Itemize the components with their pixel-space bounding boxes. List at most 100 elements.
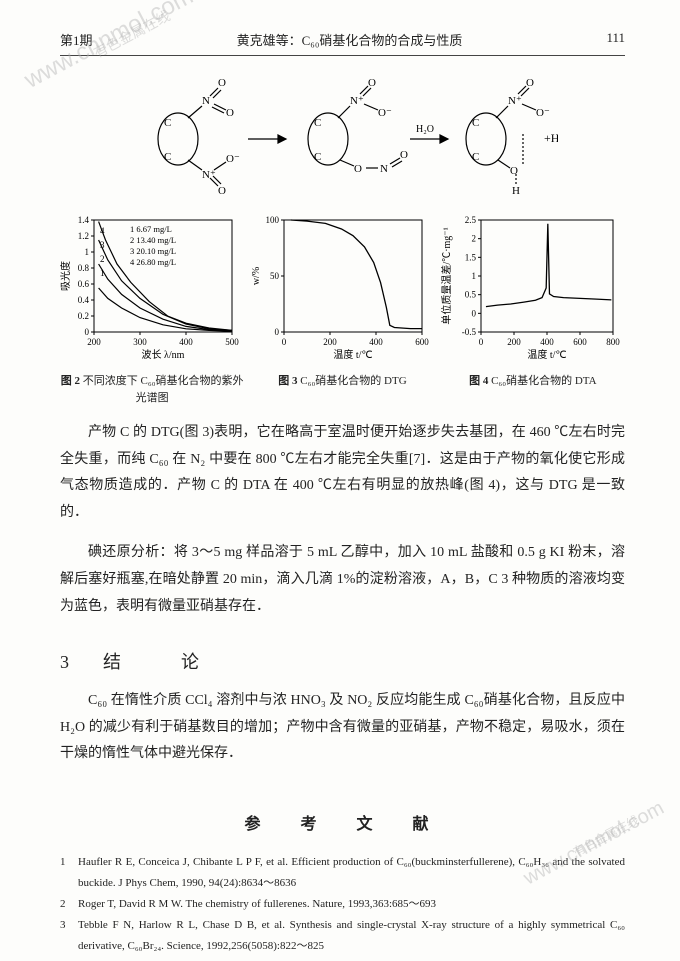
svg-text:H: H [512, 185, 520, 194]
reaction-scheme: C C N O O N⁺ O⁻ O C C [60, 74, 625, 194]
svg-text:O⁻: O⁻ [378, 107, 392, 119]
svg-text:O⁻: O⁻ [536, 107, 550, 119]
svg-text:400: 400 [540, 337, 554, 347]
svg-text:C: C [472, 151, 479, 163]
svg-text:200: 200 [87, 337, 101, 347]
svg-text:C: C [164, 151, 171, 163]
paragraph-conclusion: C₆₀ 在惰性介质 CCl₄ 溶剂中与浓 HNO₃ 及 NO₂ 反应均能生成 C… [60, 688, 625, 768]
svg-text:1.5: 1.5 [464, 252, 476, 262]
svg-text:200: 200 [324, 337, 338, 347]
svg-text:-0.5: -0.5 [461, 327, 476, 337]
svg-text:1 6.67 mg/L: 1 6.67 mg/L [130, 224, 172, 234]
svg-text:4: 4 [100, 226, 105, 236]
reference-item: 2Roger T, David R M W. The chemistry of … [60, 894, 625, 915]
svg-text:N: N [380, 163, 388, 175]
svg-text:400: 400 [370, 337, 384, 347]
svg-text:500: 500 [225, 337, 239, 347]
section-title: 结 论 [103, 652, 207, 672]
reference-number: 1 [60, 852, 78, 894]
svg-text:0.2: 0.2 [78, 311, 89, 321]
svg-text:2.5: 2.5 [464, 215, 476, 225]
svg-text:吸光度: 吸光度 [60, 261, 72, 291]
svg-text:0.5: 0.5 [464, 290, 476, 300]
svg-text:C: C [472, 117, 479, 129]
svg-text:3: 3 [100, 240, 105, 250]
fig3-number: 图 3 [278, 375, 297, 387]
header-title: 黄克雄等：C₆₀硝基化合物的合成与性质 [237, 30, 463, 49]
svg-text:O: O [218, 77, 226, 89]
svg-text:800: 800 [606, 337, 620, 347]
svg-text:N⁺: N⁺ [202, 169, 216, 181]
svg-text:100: 100 [266, 215, 280, 225]
svg-text:50: 50 [270, 271, 280, 281]
svg-text:C: C [314, 117, 321, 129]
svg-text:600: 600 [416, 337, 430, 347]
svg-text:+HNO₂: +HNO₂ [544, 131, 558, 145]
header-issue: 第1期 [60, 30, 93, 49]
svg-text:0: 0 [478, 337, 483, 347]
svg-text:N⁺: N⁺ [350, 95, 364, 107]
figure-3: 0200400600050100温度 t/℃w/% 图 3 C₆₀硝基化合物的 … [250, 212, 434, 406]
svg-text:0: 0 [275, 327, 280, 337]
reference-number: 2 [60, 894, 78, 915]
reference-item: 3Tebble F N, Harlow R L, Chase D B, et a… [60, 915, 625, 957]
fig2-caption: 不同浓度下 C₆₀硝基化合物的紫外光谱图 [83, 375, 244, 404]
paragraph-dtg: 产物 C 的 DTG(图 3)表明，它在略高于室温时便开始逐步失去基团，在 46… [60, 420, 625, 526]
svg-text:2 13.40 mg/L: 2 13.40 mg/L [130, 235, 176, 245]
svg-text:N⁺: N⁺ [508, 95, 522, 107]
svg-text:w/%: w/% [251, 267, 262, 285]
header-page-number: 111 [606, 30, 625, 49]
svg-text:O⁻: O⁻ [226, 153, 240, 165]
reference-text: Roger T, David R M W. The chemistry of f… [78, 894, 625, 915]
svg-text:1: 1 [100, 268, 105, 278]
reference-text: Tebble F N, Harlow R L, Chase D B, et al… [78, 915, 625, 957]
svg-text:温度 t/℃: 温度 t/℃ [527, 348, 566, 361]
fig4-number: 图 4 [469, 375, 488, 387]
section-number: 3 [60, 652, 77, 672]
svg-text:200: 200 [507, 337, 521, 347]
references-heading: 参 考 文 献 [60, 810, 625, 834]
paragraph-iodine: 碘还原分析：将 3～5 mg 样品溶于 5 mL 乙醇中，加入 10 mL 盐酸… [60, 540, 625, 620]
svg-text:1: 1 [471, 271, 476, 281]
svg-text:O: O [354, 163, 362, 175]
svg-text:1.2: 1.2 [78, 231, 89, 241]
reference-number: 3 [60, 915, 78, 957]
references-list: 1Haufler R E, Conceica J, Chibante L P F… [60, 852, 625, 956]
svg-text:300: 300 [133, 337, 147, 347]
svg-text:O: O [526, 77, 534, 89]
fig4-caption: C₆₀硝基化合物的 DTA [491, 375, 596, 387]
svg-text:H₂O: H₂O [416, 124, 434, 135]
svg-text:O: O [218, 185, 226, 194]
svg-text:4 26.80 mg/L: 4 26.80 mg/L [130, 257, 176, 267]
fig3-caption: C₆₀硝基化合物的 DTG [300, 375, 406, 387]
svg-text:N: N [202, 95, 210, 107]
svg-text:O: O [368, 77, 376, 89]
svg-text:0.8: 0.8 [78, 263, 90, 273]
svg-text:1: 1 [85, 247, 90, 257]
reference-item: 1Haufler R E, Conceica J, Chibante L P F… [60, 852, 625, 894]
reference-text: Haufler R E, Conceica J, Chibante L P F,… [78, 852, 625, 894]
section-conclusion-heading: 3 结 论 [60, 648, 625, 674]
svg-text:0: 0 [85, 327, 90, 337]
svg-text:0.4: 0.4 [78, 295, 90, 305]
svg-text:2: 2 [100, 254, 105, 264]
svg-text:O: O [400, 149, 408, 161]
svg-text:O: O [510, 165, 518, 177]
figure-2: 200 300 400 500 0 0.2 0.4 0.6 0.8 1 1.2 1.4 波长 λ/nm 吸… [60, 212, 244, 406]
svg-text:1.4: 1.4 [78, 215, 90, 225]
svg-text:400: 400 [179, 337, 193, 347]
figure-4: 0200400600800-0.500.511.522.5温度 t/℃单位质量温… [441, 212, 625, 406]
fig2-number: 图 2 [61, 375, 80, 387]
svg-text:C: C [314, 151, 321, 163]
svg-text:单位质量温差/℃·mg⁻¹: 单位质量温差/℃·mg⁻¹ [441, 227, 453, 324]
svg-text:0.6: 0.6 [78, 279, 90, 289]
svg-text:C: C [164, 117, 171, 129]
svg-text:O: O [226, 107, 234, 119]
svg-text:2: 2 [471, 234, 476, 244]
svg-text:波长 λ/nm: 波长 λ/nm [142, 348, 185, 361]
svg-text:600: 600 [573, 337, 587, 347]
page-header: 第1期 黄克雄等：C₆₀硝基化合物的合成与性质 111 [60, 30, 625, 56]
svg-text:0: 0 [282, 337, 287, 347]
svg-text:3 20.10 mg/L: 3 20.10 mg/L [130, 246, 176, 256]
svg-text:0: 0 [471, 308, 476, 318]
